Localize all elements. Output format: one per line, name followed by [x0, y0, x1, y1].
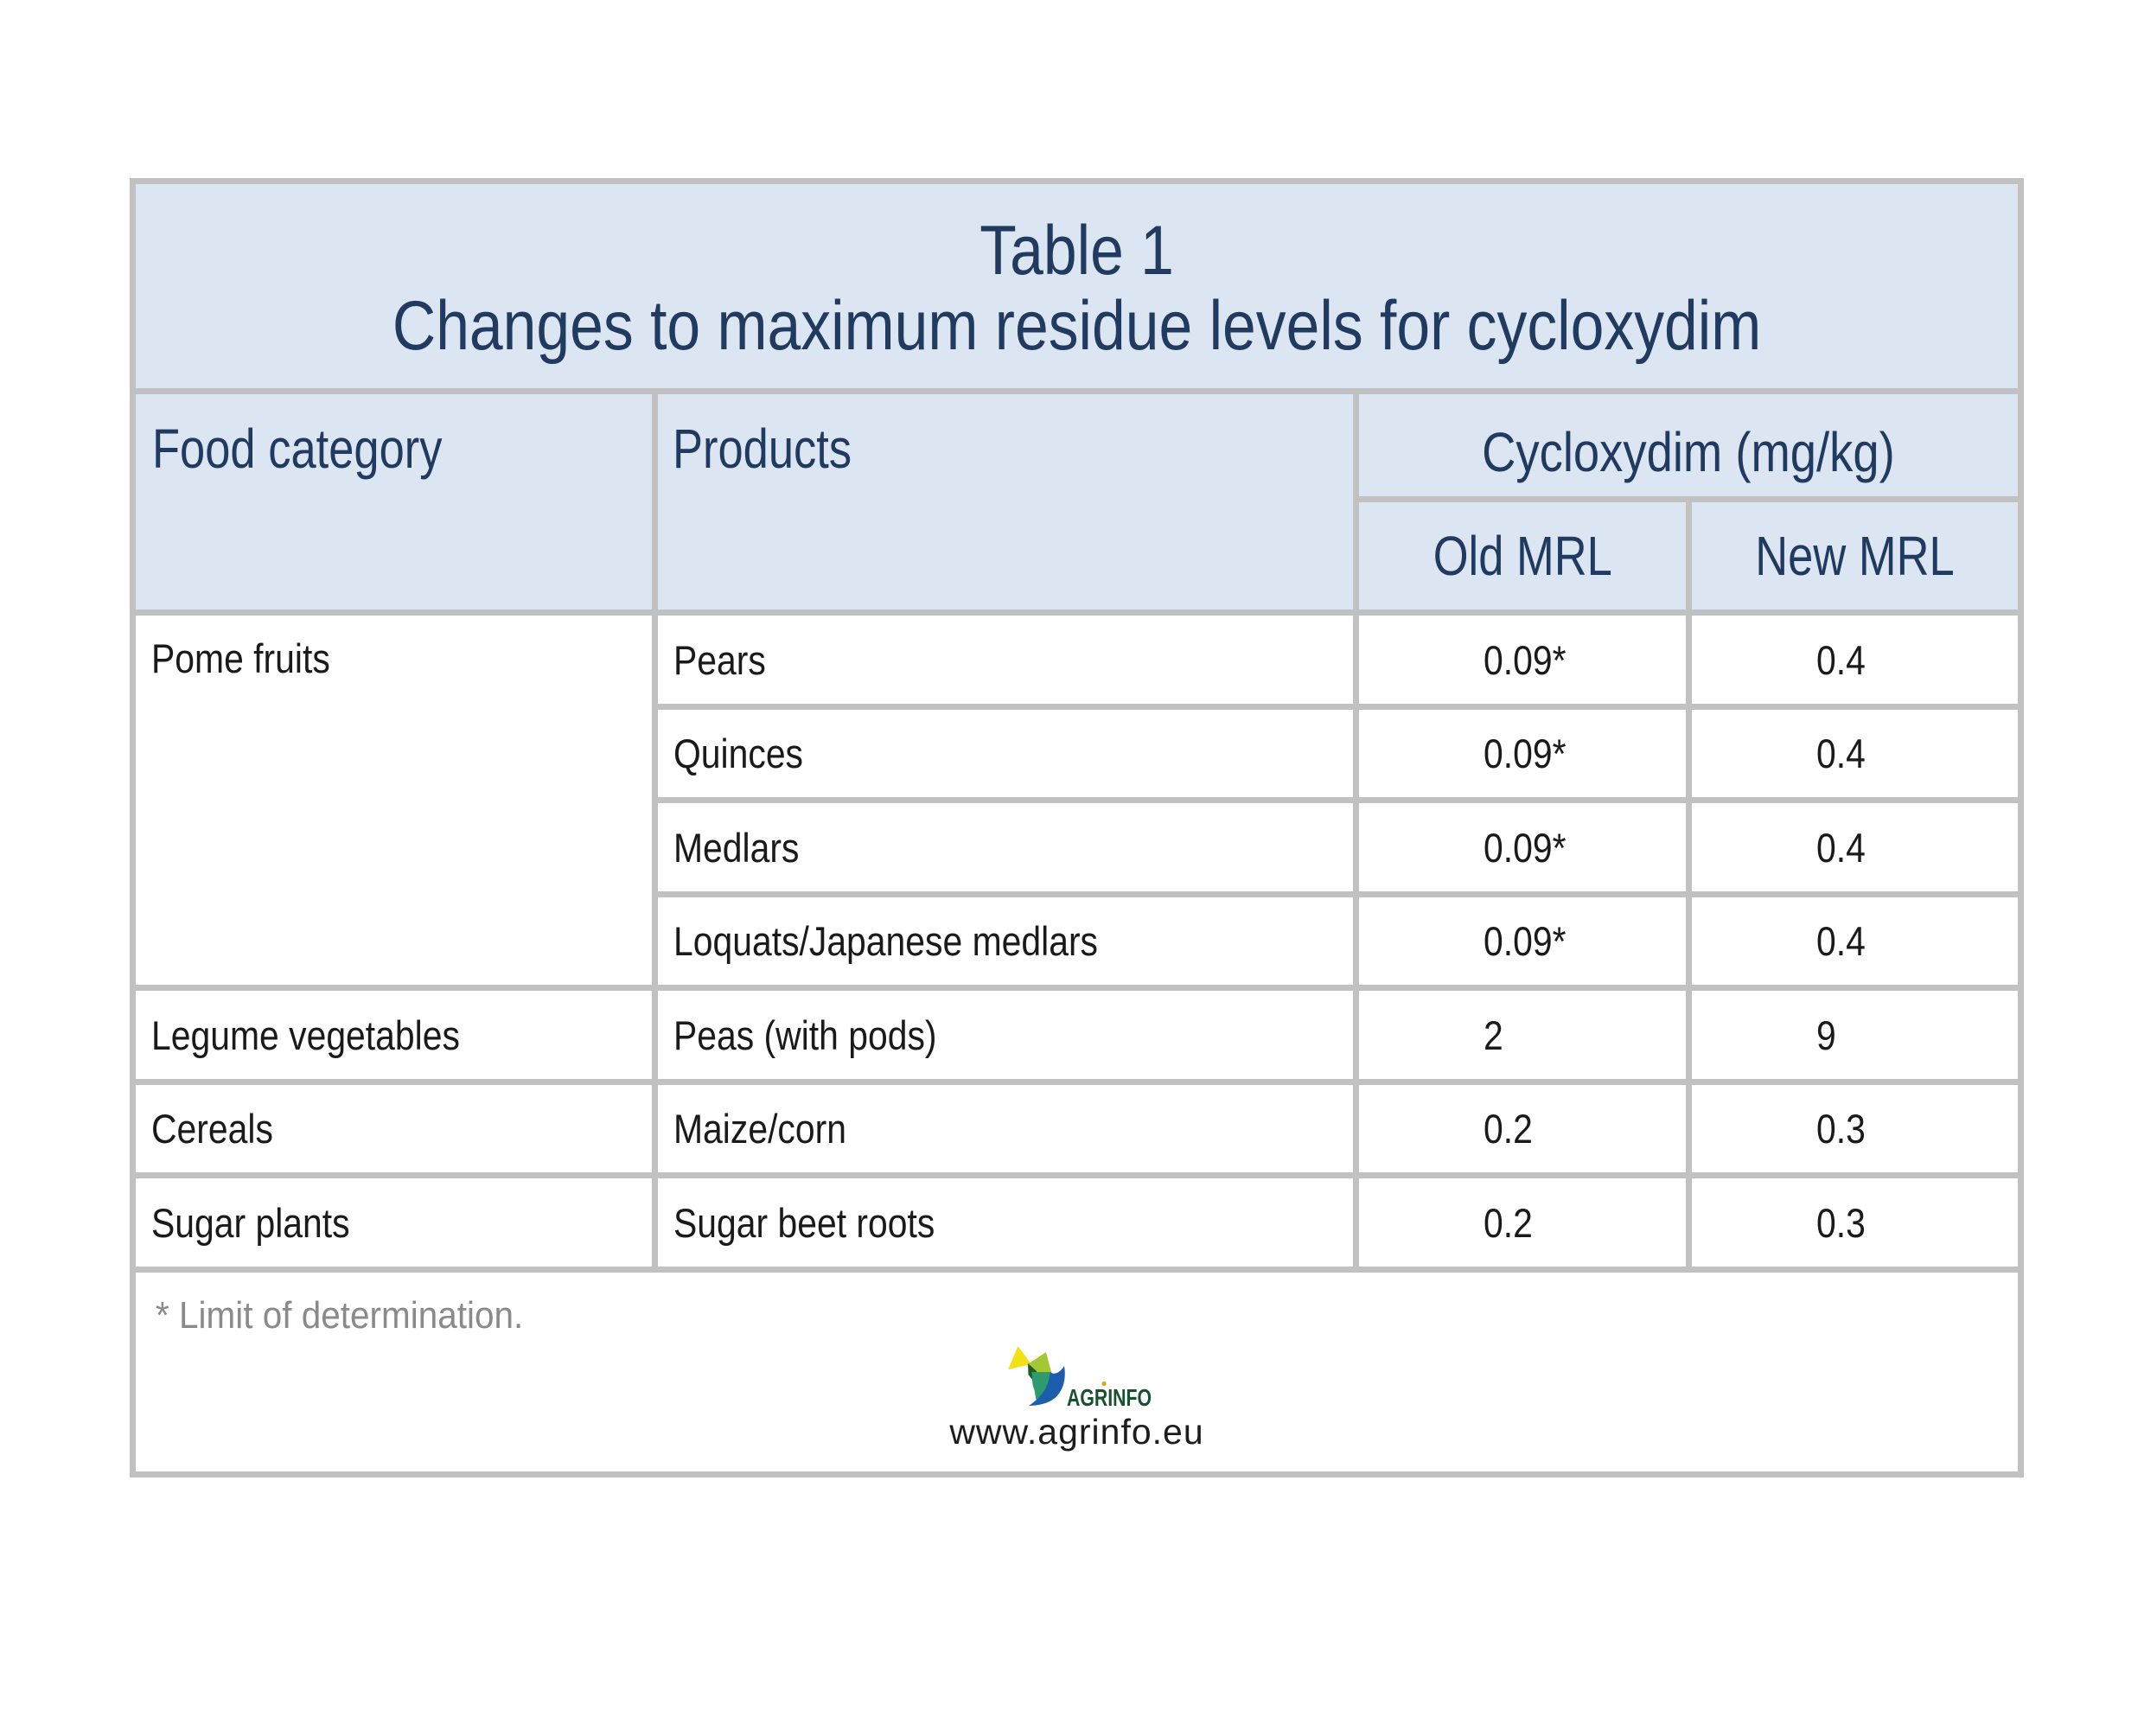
svg-text:AGRINFO: AGRINFO — [1067, 1384, 1152, 1407]
